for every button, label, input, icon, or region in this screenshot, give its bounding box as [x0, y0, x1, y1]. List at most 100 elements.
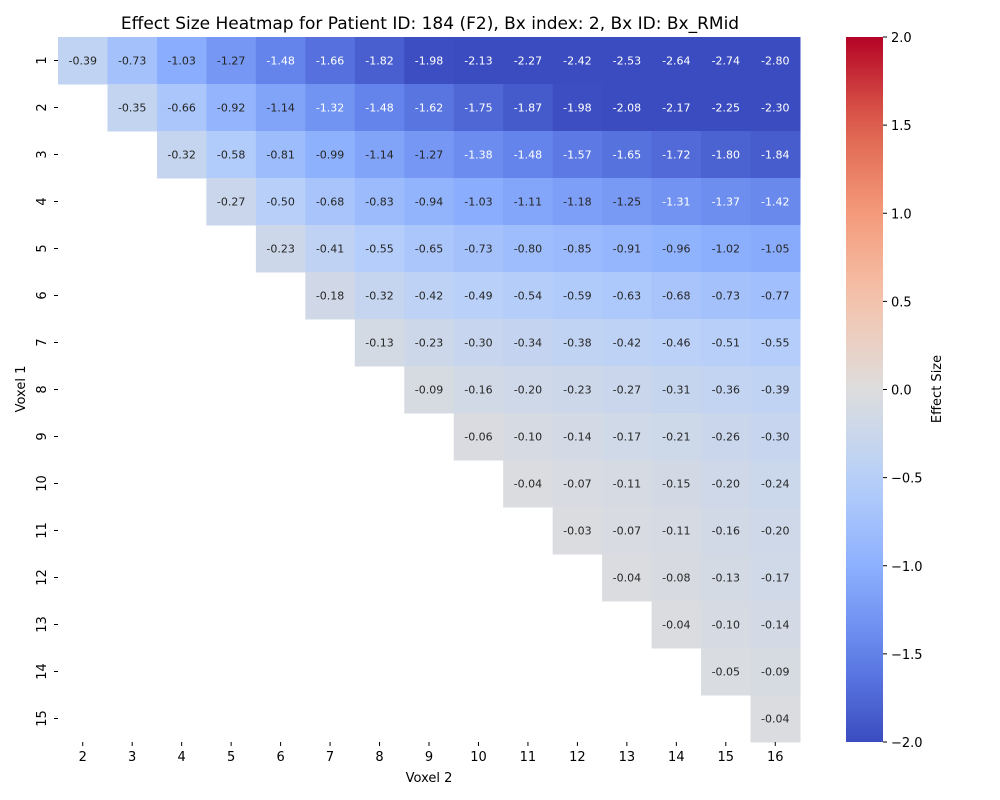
- cell-value-label: -0.55: [365, 243, 393, 256]
- heatmap-cell: [552, 84, 603, 132]
- heatmap-cell: [255, 225, 306, 273]
- cell-value-label: -0.23: [563, 384, 591, 397]
- heatmap-cell: [602, 554, 653, 602]
- heatmap-cell: [602, 460, 653, 508]
- cell-value-label: -0.77: [761, 290, 789, 303]
- cell-value-label: -0.27: [613, 384, 641, 397]
- cell-value-label: -0.17: [613, 431, 641, 444]
- cell-value-label: -0.96: [662, 243, 690, 256]
- cell-value-label: -1.84: [761, 149, 789, 162]
- heatmap-cell: [404, 37, 455, 85]
- heatmap-cell: [701, 507, 752, 555]
- heatmap-cell: [305, 84, 356, 132]
- cell-value-label: -1.65: [613, 149, 641, 162]
- colorbar-tick-label: 0.5: [891, 295, 912, 310]
- cell-value-label: -1.48: [365, 102, 393, 115]
- heatmap-cell: [701, 37, 752, 85]
- heatmap-cell: [255, 37, 306, 85]
- x-tick-label: 13: [619, 750, 636, 765]
- heatmap-cell: [651, 319, 702, 367]
- y-tick-label: 1: [35, 56, 50, 64]
- cell-value-label: -1.03: [167, 55, 195, 68]
- colorbar-tick-label: 1.0: [891, 207, 912, 222]
- cell-value-label: -0.51: [712, 337, 740, 350]
- cell-value-label: -0.04: [761, 713, 789, 726]
- cell-value-label: -0.10: [514, 431, 542, 444]
- heatmap-cell: [503, 84, 554, 132]
- cell-value-label: -1.27: [415, 149, 443, 162]
- cell-value-label: -0.09: [415, 384, 443, 397]
- cell-value-label: -0.10: [712, 619, 740, 632]
- cell-value-label: -0.13: [365, 337, 393, 350]
- heatmap-cell: [453, 319, 504, 367]
- heatmap-cell: [701, 366, 752, 414]
- cell-value-label: -1.98: [415, 55, 443, 68]
- heatmap-cell: [701, 225, 752, 273]
- heatmap-cell: [255, 84, 306, 132]
- cell-value-label: -0.65: [415, 243, 443, 256]
- y-tick-label: 13: [35, 616, 50, 633]
- heatmap-cell: [354, 319, 405, 367]
- heatmap-cell: [552, 319, 603, 367]
- cell-value-label: -2.17: [662, 102, 690, 115]
- heatmap-cell: [58, 37, 108, 85]
- cell-value-label: -0.18: [316, 290, 344, 303]
- heatmap-cell: [156, 37, 207, 85]
- y-tick-label: 4: [35, 197, 50, 205]
- heatmap-cell: [602, 319, 653, 367]
- heatmap-cell: [206, 37, 257, 85]
- heatmap-cell: [404, 366, 455, 414]
- heatmap-cell: [453, 225, 504, 273]
- y-tick-label: 11: [35, 522, 50, 539]
- cell-value-label: -1.31: [662, 196, 690, 209]
- heatmap-cell: [651, 225, 702, 273]
- heatmap-cell: [750, 178, 801, 226]
- y-tick-label: 9: [35, 432, 50, 440]
- heatmap-cell: [750, 225, 801, 273]
- colorbar-tick-label: −0.5: [891, 472, 923, 487]
- cell-value-label: -1.98: [563, 102, 591, 115]
- heatmap-cell: [552, 460, 603, 508]
- y-tick-label: 15: [35, 710, 50, 727]
- y-tick-label: 2: [35, 103, 50, 111]
- cell-value-label: -0.66: [167, 102, 195, 115]
- heatmap-cell: [602, 178, 653, 226]
- cell-value-label: -0.04: [662, 619, 690, 632]
- cell-value-label: -0.32: [167, 149, 195, 162]
- heatmap-cell: [651, 507, 702, 555]
- cell-value-label: -0.50: [266, 196, 294, 209]
- cell-value-label: -2.13: [464, 55, 492, 68]
- cell-value-label: -0.36: [712, 384, 740, 397]
- heatmap-cell: [404, 272, 455, 320]
- cell-value-label: -1.03: [464, 196, 492, 209]
- heatmap-cell: [602, 84, 653, 132]
- cell-value-label: -0.85: [563, 243, 591, 256]
- cell-value-label: -1.11: [514, 196, 542, 209]
- heatmap-cell: [651, 460, 702, 508]
- x-tick-label: 12: [569, 750, 586, 765]
- cell-value-label: -0.27: [217, 196, 245, 209]
- heatmap-cell: [255, 131, 306, 179]
- cell-value-label: -1.82: [365, 55, 393, 68]
- colorbar-tick-label: −1.0: [891, 560, 923, 575]
- heatmap-cell: [750, 319, 801, 367]
- cell-value-label: -0.24: [761, 478, 789, 491]
- cell-value-label: -0.73: [118, 55, 146, 68]
- heatmap-cells: -0.39 -0.73 -1.03 -1.27 -1.48 -1.66 -1.82 -1.98…: [58, 37, 801, 743]
- cell-value-label: -0.09: [761, 666, 789, 679]
- x-tick-label: 3: [128, 750, 136, 765]
- cell-value-label: -0.38: [563, 337, 591, 350]
- heatmap-cell: [453, 131, 504, 179]
- heatmap-cell: [453, 37, 504, 85]
- cell-value-label: -0.11: [662, 525, 690, 538]
- heatmap-cell: [701, 413, 752, 461]
- cell-value-label: -2.08: [613, 102, 641, 115]
- heatmap-cell: [107, 37, 158, 85]
- cell-value-label: -0.39: [761, 384, 789, 397]
- x-tick-label: 4: [178, 750, 186, 765]
- cell-value-label: -0.08: [662, 572, 690, 585]
- cell-value-label: -1.87: [514, 102, 542, 115]
- cell-value-label: -0.17: [761, 572, 789, 585]
- heatmap-cell: [503, 366, 554, 414]
- heatmap-cell: [701, 272, 752, 320]
